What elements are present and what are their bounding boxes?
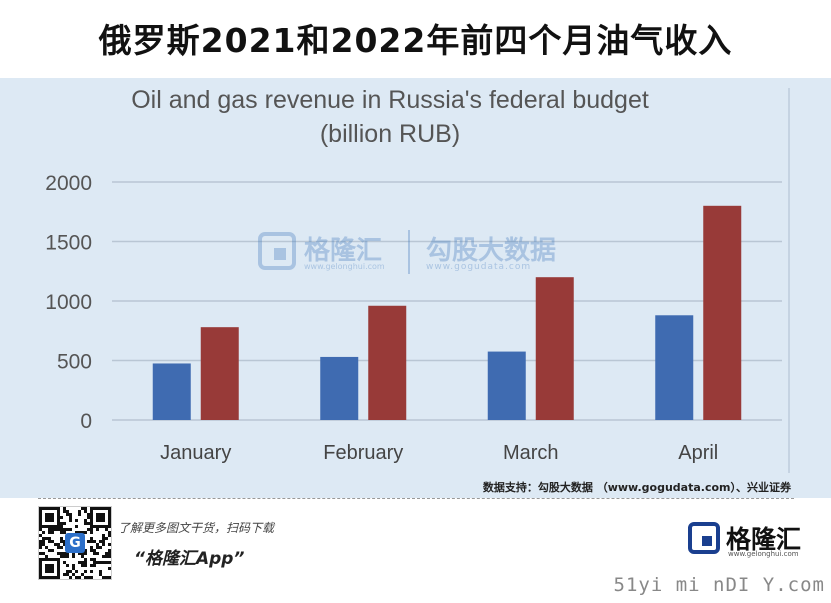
x-tick-label: January <box>160 442 231 464</box>
chart-title: Oil and gas revenue in Russia's federal … <box>131 86 649 114</box>
source-note: 数据支持：勾股大数据 （www.gogudata.com）、兴业证券 <box>482 481 791 494</box>
gelonghui-logo-icon <box>688 522 720 554</box>
qr-pattern <box>39 507 111 579</box>
footer-logo-text: 格隆汇 <box>726 525 802 554</box>
qr-logo-icon: G <box>65 533 85 553</box>
bar <box>368 305 407 420</box>
y-tick-label: 1000 <box>45 291 92 314</box>
qr-finder-center <box>96 513 105 522</box>
footer-logo: 格隆汇 www.gelonghui.com <box>688 520 818 560</box>
y-tick-label: 500 <box>57 351 92 374</box>
bar <box>535 277 574 420</box>
chart-subtitle: (billion RUB) <box>319 120 461 148</box>
y-tick-label: 2000 <box>45 172 92 195</box>
bar <box>703 205 742 420</box>
x-tick-label: April <box>678 442 718 464</box>
y-tick-label: 0 <box>80 410 92 433</box>
app-name: “格隆汇App” <box>134 549 245 569</box>
headline: 俄罗斯2021和2022年前四个月油气收入 <box>98 21 733 60</box>
qr-finder-center <box>45 513 54 522</box>
watermark: 格隆汇 www.gelonghui.com 勾股大数据 www.gogudata… <box>258 226 588 286</box>
gelonghui-logo-icon <box>258 232 296 270</box>
qr-code[interactable]: G <box>38 506 112 580</box>
bar <box>487 351 526 420</box>
watermark-brand-url: www.gelonghui.com <box>304 262 385 271</box>
watermark-brand2-url: www.gogudata.com <box>426 262 532 272</box>
bar <box>655 315 694 420</box>
qr-finder-center <box>45 564 54 573</box>
qr-finder <box>39 507 60 528</box>
bar <box>152 363 191 420</box>
watermark-separator <box>408 230 410 274</box>
qr-finder <box>90 507 111 528</box>
divider <box>38 498 794 499</box>
site-watermark: 51yi mi nDI Y.com <box>613 574 825 596</box>
chart-area <box>0 78 831 498</box>
watermark-brand2: 勾股大数据 <box>426 236 557 266</box>
watermark-brand: 格隆汇 <box>304 236 383 266</box>
footer-logo-url: www.gelonghui.com <box>728 550 799 558</box>
x-tick-label: March <box>503 442 559 464</box>
download-tagline: 了解更多图文干货，扫码下载 <box>118 521 275 535</box>
bar-chart: 0 500 1000 1500 2000 January February March Apri… <box>45 88 790 473</box>
bar <box>320 356 359 420</box>
y-tick-label: 1500 <box>45 232 92 255</box>
qr-finder <box>39 558 60 579</box>
x-tick-label: February <box>323 442 403 464</box>
bar <box>200 327 239 420</box>
